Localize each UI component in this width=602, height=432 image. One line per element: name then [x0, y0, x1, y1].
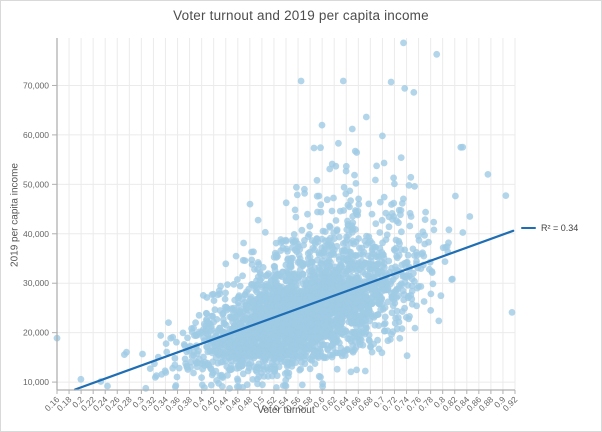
- y-tick-label: 70,000: [23, 80, 49, 90]
- y-tick-label: 30,000: [23, 278, 49, 288]
- chart-title: Voter turnout and 2019 per capita income: [173, 8, 429, 23]
- trendline-legend-swatch: [521, 226, 536, 230]
- x-axis-title: Voter turnout: [257, 405, 315, 416]
- y-tick-label: 40,000: [23, 229, 49, 239]
- trendline-legend-label: R² = 0.34: [541, 223, 579, 233]
- y-tick-label: 60,000: [23, 130, 49, 140]
- y-tick-label: 50,000: [23, 179, 49, 189]
- y-tick-label: 10,000: [23, 377, 49, 387]
- trend-line: [73, 229, 515, 391]
- y-tick-label: 20,000: [23, 328, 49, 338]
- trendline-legend[interactable]: R² = 0.34: [521, 223, 578, 233]
- scatter-points[interactable]: [53, 39, 516, 392]
